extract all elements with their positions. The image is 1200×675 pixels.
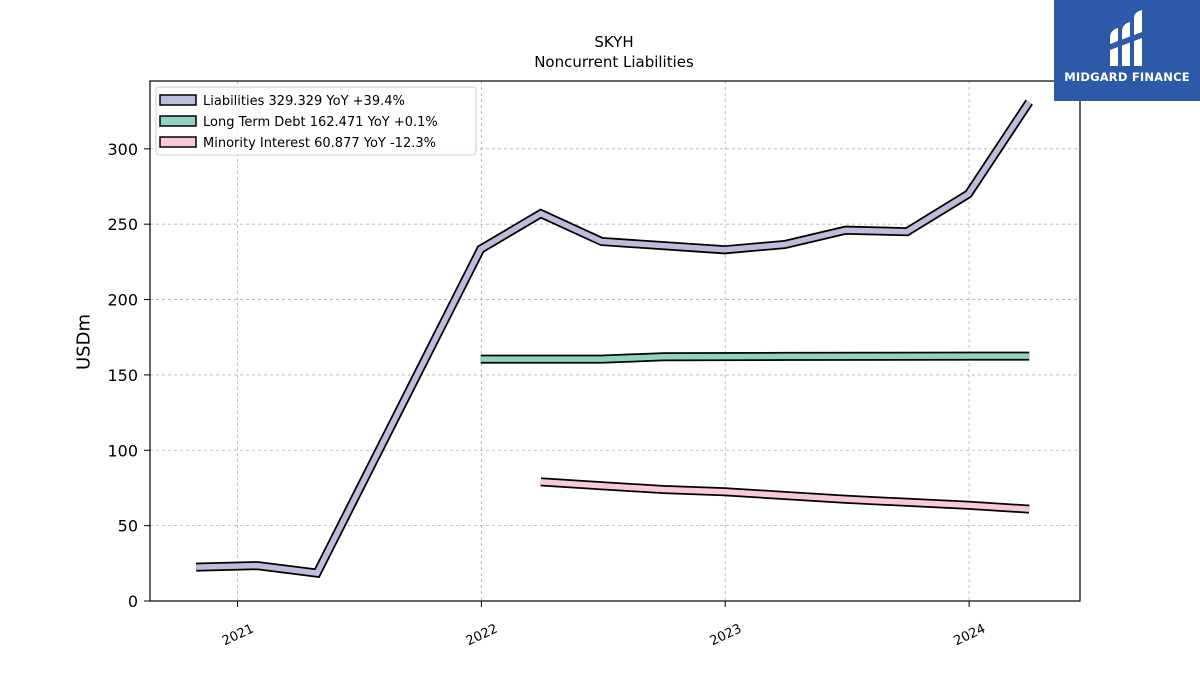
y-tick-label: 100 (107, 441, 138, 460)
legend-swatch-minority-interest (159, 136, 197, 148)
series-line-long-term-debt (480, 353, 1030, 362)
brand-name: MIDGARD FINANCE (1064, 70, 1190, 84)
legend-label-liabilities: Liabilities 329.329 YoY +39.4% (203, 94, 405, 109)
legend-label-minority-interest: Minority Interest 60.877 YoY -12.3% (203, 136, 436, 151)
legend-swatch-long-term-debt (159, 115, 197, 127)
x-axis: 2021 2022 2023 2024 (220, 601, 988, 649)
y-tick-label: 0 (128, 592, 138, 611)
series-line-liabilities (196, 100, 1032, 577)
grid-lines (150, 81, 1080, 601)
series-line-minority-interest (540, 479, 1030, 512)
legend-label-long-term-debt: Long Term Debt 162.471 YoY +0.1% (203, 115, 438, 130)
brand-logo: MIDGARD FINANCE (1054, 0, 1200, 101)
chart-subtitle: Noncurrent Liabilities (534, 53, 694, 71)
chart-title: SKYH (594, 33, 634, 51)
y-tick-label: 300 (107, 140, 138, 159)
y-tick-label: 250 (107, 215, 138, 234)
x-tick-label: 2024 (952, 622, 988, 650)
y-tick-label: 50 (118, 517, 138, 536)
x-tick-label: 2021 (220, 622, 256, 650)
plot-frame (149, 80, 1081, 602)
x-tick-label: 2023 (708, 622, 744, 650)
y-tick-label: 150 (107, 366, 138, 385)
legend-swatch-liabilities (159, 94, 197, 106)
y-axis: 0 50 100 150 200 250 300 (107, 140, 150, 611)
y-axis-label: USDm (73, 314, 95, 370)
series-lines (195, 99, 1033, 578)
x-tick-label: 2022 (464, 622, 500, 650)
y-tick-label: 200 (107, 291, 138, 310)
midgard-logo-icon (1110, 10, 1142, 66)
legend: Liabilities 329.329 YoY +39.4% Long Term … (155, 86, 477, 156)
legend-box (155, 86, 477, 156)
